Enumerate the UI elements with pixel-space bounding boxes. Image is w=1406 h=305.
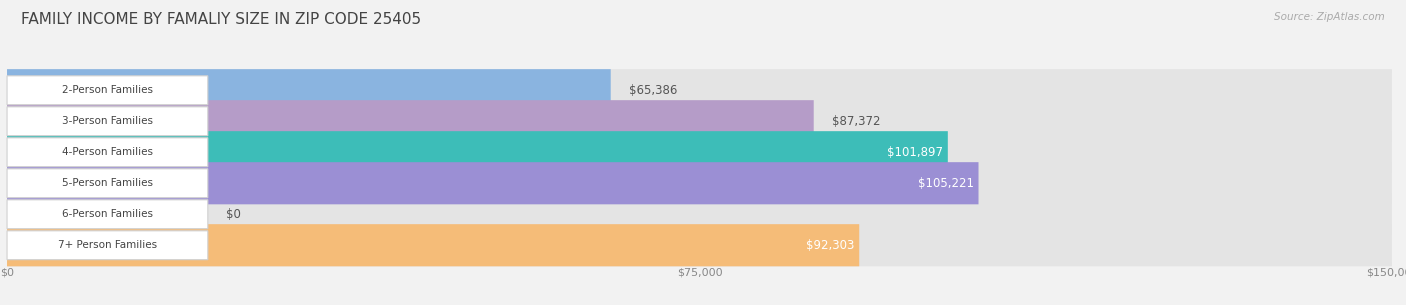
FancyBboxPatch shape [7, 76, 208, 105]
FancyBboxPatch shape [7, 131, 948, 173]
Text: 5-Person Families: 5-Person Families [62, 178, 153, 188]
Text: $65,386: $65,386 [630, 84, 678, 97]
Text: 7+ Person Families: 7+ Person Families [58, 240, 157, 250]
Text: 3-Person Families: 3-Person Families [62, 116, 153, 126]
Text: $105,221: $105,221 [918, 177, 974, 190]
FancyBboxPatch shape [7, 200, 208, 229]
Text: FAMILY INCOME BY FAMALIY SIZE IN ZIP CODE 25405: FAMILY INCOME BY FAMALIY SIZE IN ZIP COD… [21, 12, 422, 27]
FancyBboxPatch shape [7, 231, 208, 260]
FancyBboxPatch shape [7, 193, 1392, 235]
FancyBboxPatch shape [7, 162, 1392, 204]
Text: 6-Person Families: 6-Person Families [62, 209, 153, 219]
FancyBboxPatch shape [7, 138, 208, 167]
FancyBboxPatch shape [7, 169, 208, 198]
FancyBboxPatch shape [7, 100, 814, 142]
FancyBboxPatch shape [7, 107, 208, 136]
Text: 2-Person Families: 2-Person Families [62, 85, 153, 95]
FancyBboxPatch shape [7, 224, 1392, 266]
Text: $101,897: $101,897 [887, 146, 943, 159]
Text: 4-Person Families: 4-Person Families [62, 147, 153, 157]
Text: $92,303: $92,303 [806, 239, 855, 252]
FancyBboxPatch shape [7, 131, 1392, 173]
Text: $0: $0 [226, 208, 242, 221]
FancyBboxPatch shape [7, 224, 859, 266]
FancyBboxPatch shape [7, 69, 1392, 111]
FancyBboxPatch shape [7, 100, 1392, 142]
FancyBboxPatch shape [7, 69, 610, 111]
Text: $87,372: $87,372 [832, 115, 880, 128]
FancyBboxPatch shape [7, 162, 979, 204]
Text: Source: ZipAtlas.com: Source: ZipAtlas.com [1274, 12, 1385, 22]
